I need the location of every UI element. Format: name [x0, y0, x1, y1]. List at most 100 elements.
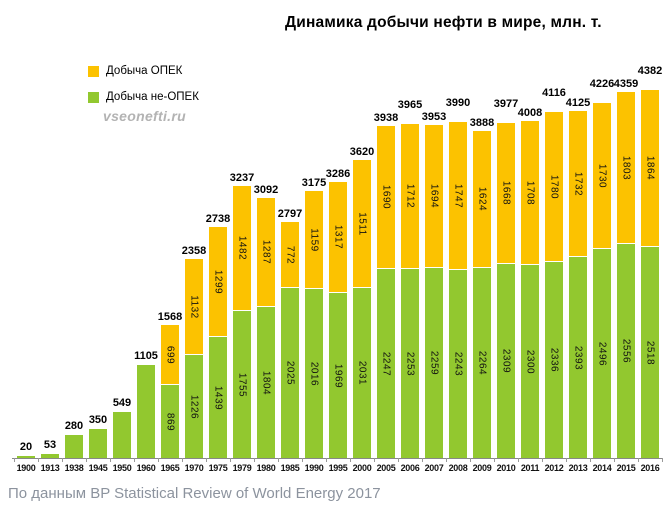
opec-value-label: 1511 — [356, 211, 368, 236]
non-opec-segment: 2496 — [593, 249, 611, 458]
non-opec-segment: 1969 — [329, 293, 347, 458]
opec-segment: 1864 — [641, 90, 659, 247]
x-axis-tick — [614, 458, 615, 462]
opec-value-label: 1732 — [572, 171, 584, 196]
x-axis-tick — [374, 458, 375, 462]
bar-1960 — [137, 365, 155, 458]
total-label: 350 — [88, 414, 108, 426]
opec-color-swatch-icon — [88, 65, 99, 77]
bar-2015: 2556 1803 — [617, 92, 635, 458]
non-opec-value-label: 2264 — [476, 350, 488, 376]
opec-segment: 1708 — [521, 121, 539, 265]
total-label: 3888 — [469, 117, 495, 129]
x-label-2007: 2007 — [424, 463, 444, 473]
watermark: vseonefti.ru — [103, 108, 186, 124]
opec-value-label: 1317 — [332, 224, 344, 250]
non-opec-value-label: 1439 — [212, 385, 224, 410]
x-axis-tick — [494, 458, 495, 462]
x-label-2016: 2016 — [640, 463, 660, 473]
bar-2000: 2031 1511 — [353, 160, 371, 458]
non-opec-segment — [137, 365, 155, 458]
x-label-1985: 1985 — [280, 463, 300, 473]
bar-2013: 2393 1732 — [569, 111, 587, 458]
x-axis-tick — [662, 458, 663, 462]
x-axis-tick — [422, 458, 423, 462]
x-axis-line — [12, 458, 662, 459]
x-axis-tick — [38, 458, 39, 462]
x-label-2005: 2005 — [376, 463, 396, 473]
total-label: 3953 — [421, 111, 447, 123]
non-opec-segment: 2016 — [305, 289, 323, 458]
non-opec-value-label: 2336 — [548, 347, 560, 373]
opec-segment: 1287 — [257, 198, 275, 307]
bar-1950 — [113, 412, 131, 458]
non-opec-value-label: 2243 — [452, 351, 464, 377]
x-label-2000: 2000 — [352, 463, 372, 473]
x-label-1990: 1990 — [304, 463, 324, 473]
opec-segment: 1747 — [449, 122, 467, 270]
opec-value-label: 1712 — [404, 183, 416, 209]
chart-title: Динамика добычи нефти в мире, млн. т. — [285, 14, 602, 31]
legend-label-opec: Добыча ОПЕК — [106, 65, 183, 77]
non-opec-segment: 2031 — [353, 288, 371, 458]
x-label-1938: 1938 — [64, 463, 84, 473]
non-opec-segment: 2253 — [401, 269, 419, 458]
total-label: 4008 — [517, 107, 543, 119]
opec-value-label: 1299 — [212, 269, 224, 294]
x-axis-tick — [518, 458, 519, 462]
non-opec-segment: 1755 — [233, 311, 251, 458]
x-label-1975: 1975 — [208, 463, 228, 473]
opec-segment: 772 — [281, 222, 299, 288]
non-opec-segment — [113, 412, 131, 458]
non-opec-segment: 2518 — [641, 247, 659, 458]
x-axis-tick — [206, 458, 207, 462]
x-axis-tick — [350, 458, 351, 462]
x-label-1995: 1995 — [328, 463, 348, 473]
non-opec-segment: 869 — [161, 385, 179, 458]
non-opec-segment — [65, 435, 83, 458]
x-axis-tick — [230, 458, 231, 462]
total-label: 2797 — [277, 208, 303, 220]
opec-segment: 1668 — [497, 123, 515, 264]
bar-2005: 2247 1690 — [377, 126, 395, 458]
non-opec-value-label: 2300 — [524, 349, 536, 374]
opec-value-label: 1747 — [452, 183, 464, 208]
bar-1913 — [41, 454, 59, 458]
non-opec-value-label: 1969 — [332, 363, 344, 388]
non-opec-segment: 1439 — [209, 337, 227, 458]
x-label-1965: 1965 — [160, 463, 180, 473]
total-label: 3237 — [229, 172, 255, 184]
opec-segment: 1482 — [233, 186, 251, 311]
non-opec-segment: 2025 — [281, 288, 299, 458]
total-label: 3620 — [349, 146, 375, 158]
total-label: 3175 — [301, 177, 327, 189]
total-label: 3092 — [253, 184, 279, 196]
non-opec-segment: 2264 — [473, 268, 491, 458]
plot-area: 20 53 280 350 549 1105 869 699 1568 1226 1132 2358 1… — [14, 65, 662, 458]
x-label-1950: 1950 — [112, 463, 132, 473]
x-axis-tick — [470, 458, 471, 462]
non-opec-value-label: 2247 — [380, 351, 392, 376]
opec-segment: 1317 — [329, 182, 347, 293]
legend-item-non-opec: Добыча не-ОПЕК — [88, 88, 199, 106]
opec-value-label: 1159 — [308, 227, 320, 252]
x-label-2006: 2006 — [400, 463, 420, 473]
total-label: 1105 — [134, 350, 158, 362]
x-axis-tick — [446, 458, 447, 462]
total-label: 20 — [19, 441, 33, 453]
x-axis-tick — [62, 458, 63, 462]
opec-segment: 1730 — [593, 103, 611, 249]
opec-segment: 1732 — [569, 111, 587, 257]
x-label-1900: 1900 — [16, 463, 36, 473]
opec-segment: 1694 — [425, 125, 443, 268]
non-opec-value-label: 2393 — [572, 345, 584, 370]
non-opec-value-label: 2556 — [620, 338, 632, 364]
x-label-1945: 1945 — [88, 463, 108, 473]
opec-value-label: 1690 — [380, 184, 392, 210]
total-label: 3977 — [493, 98, 519, 110]
x-axis-tick — [254, 458, 255, 462]
total-label: 1568 — [157, 311, 183, 323]
x-axis-tick — [542, 458, 543, 462]
opec-value-label: 1668 — [500, 180, 512, 206]
opec-value-label: 1780 — [548, 174, 560, 199]
